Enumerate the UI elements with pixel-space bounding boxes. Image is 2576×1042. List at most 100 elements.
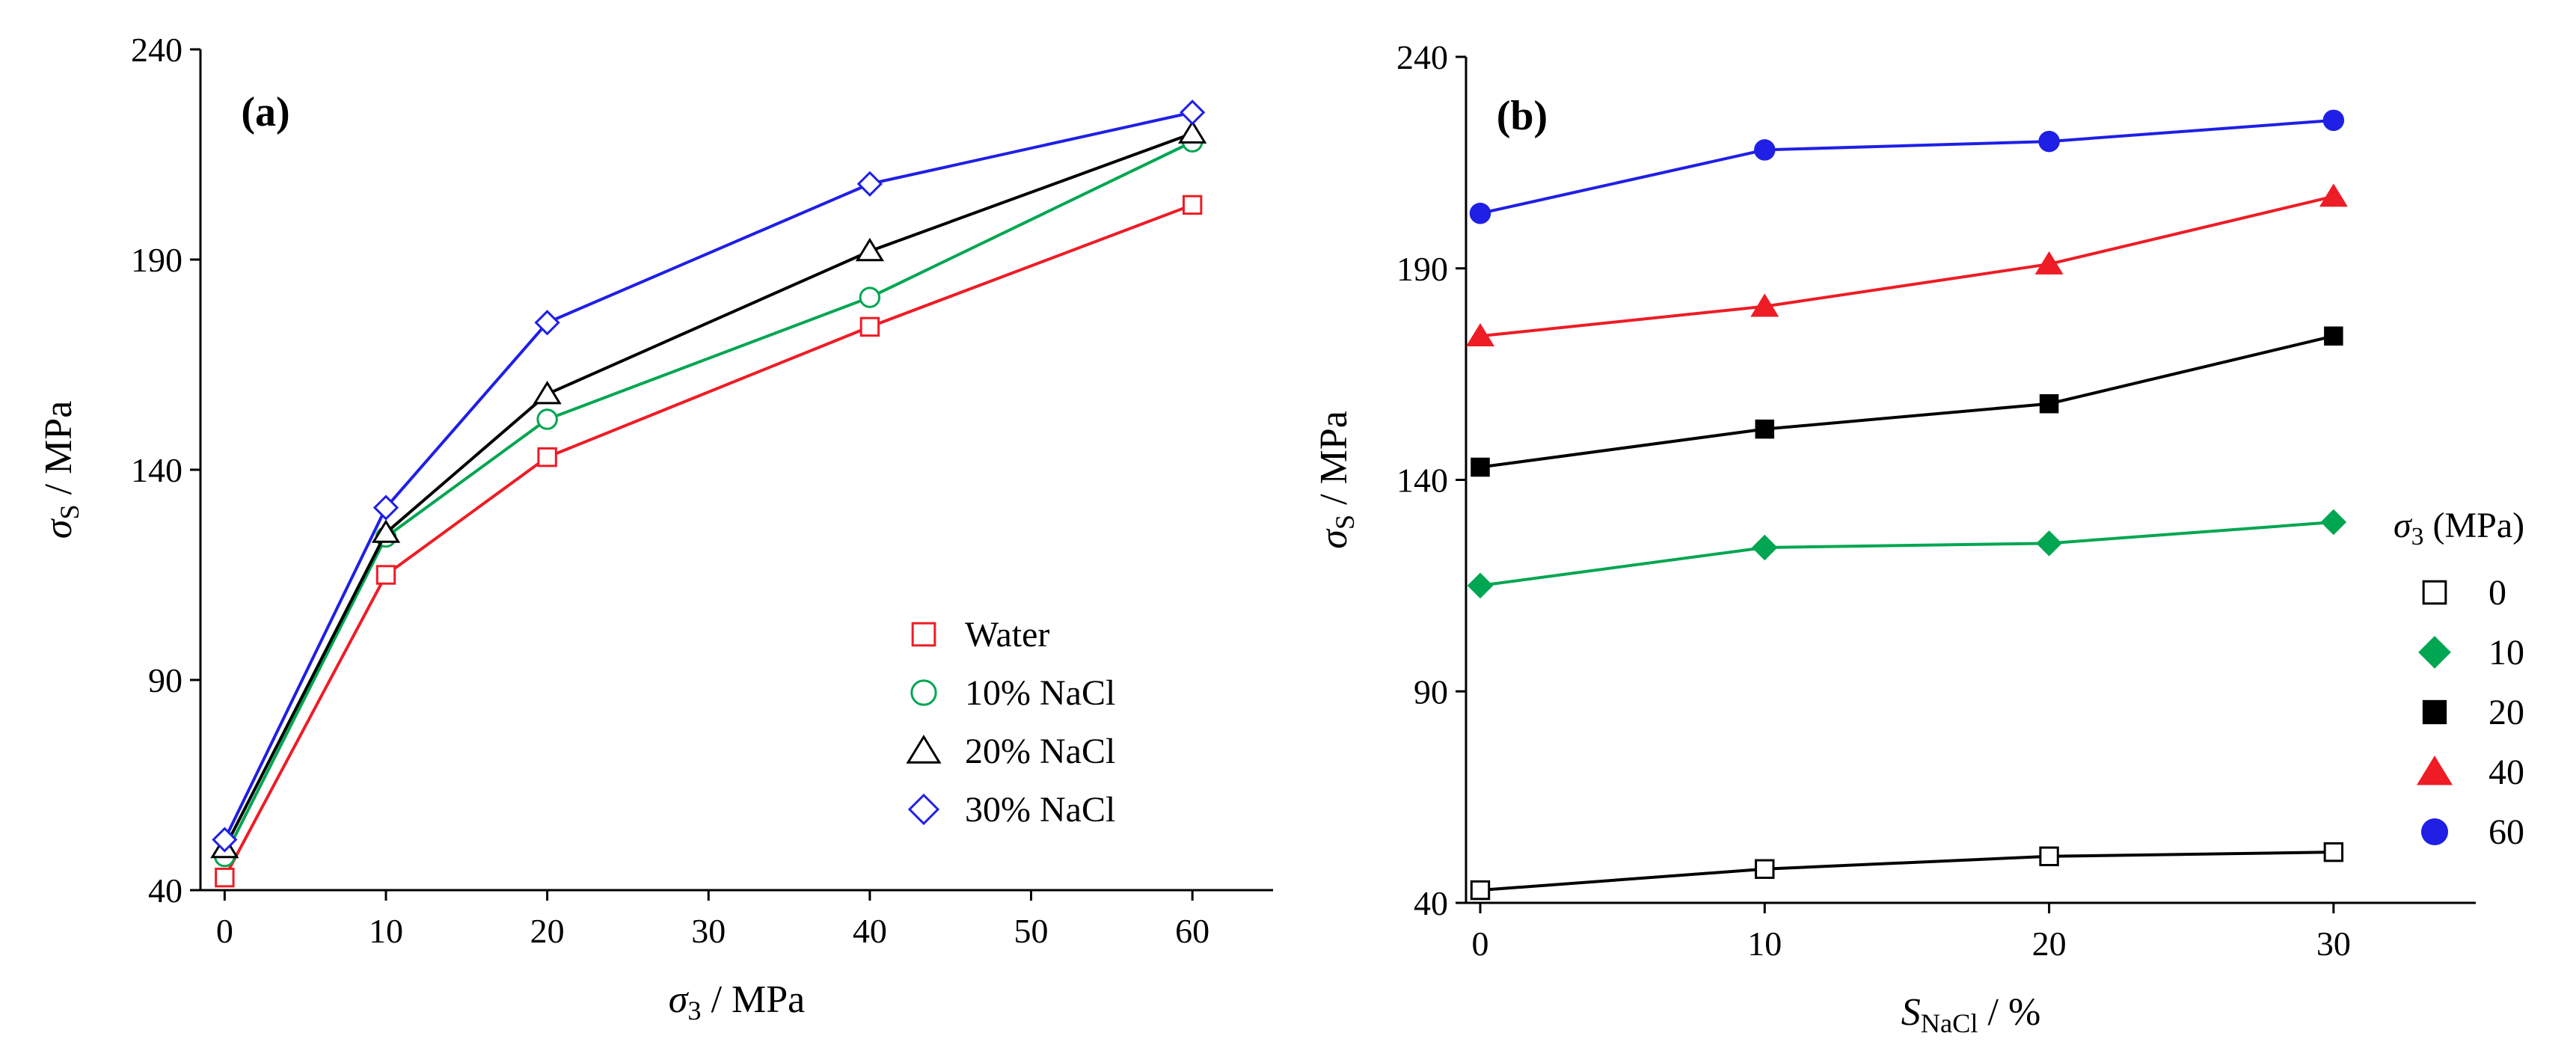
- data-point: [1752, 534, 1778, 561]
- data-point: [859, 316, 880, 337]
- series-line: [223, 111, 1193, 841]
- x-tick-label: 20: [530, 912, 565, 950]
- data-point: [1755, 419, 1775, 439]
- x-tick-label: 60: [1175, 912, 1209, 950]
- legend-label: 10% NaCl: [965, 673, 1115, 713]
- data-point: [372, 494, 399, 521]
- y-axis-title: σS / MPa: [1313, 411, 1360, 549]
- data-point: [215, 867, 235, 888]
- data-point: [1750, 293, 1779, 317]
- legend-label: 30% NaCl: [965, 790, 1115, 830]
- data-point: [856, 171, 883, 197]
- y-tick-label: 40: [1414, 884, 1448, 922]
- legend: Water 10% NaCl 20% NaCl 30% NaCl: [906, 615, 1115, 830]
- data-point: [2039, 846, 2059, 866]
- panel-label: (a): [241, 89, 289, 135]
- data-point: [2322, 109, 2345, 132]
- data-point: [2038, 130, 2060, 153]
- series-60: [1469, 109, 2345, 224]
- legend-label: 60: [2488, 812, 2524, 852]
- series-line: [1479, 194, 2334, 338]
- legend-label: 20% NaCl: [965, 732, 1115, 771]
- data-point: [2036, 530, 2062, 557]
- y-tick-label: 190: [131, 241, 183, 279]
- data-point: [859, 286, 881, 308]
- data-point: [212, 827, 238, 853]
- series-line: [1479, 851, 2334, 892]
- y-tick-label: 240: [131, 31, 183, 69]
- data-point: [1754, 139, 1776, 161]
- data-point: [2324, 326, 2343, 346]
- data-point: [1470, 880, 1491, 901]
- y-tick-label: 90: [148, 661, 183, 699]
- y-tick-label: 40: [148, 871, 183, 910]
- data-point: [2034, 251, 2064, 275]
- data-point: [1182, 194, 1203, 215]
- x-tick-label: 0: [1472, 925, 1489, 963]
- legend-marker: [2420, 818, 2449, 846]
- y-tick-label: 140: [131, 451, 183, 489]
- series-20: [1471, 326, 2343, 477]
- x-axis-title: σ3 / MPa: [669, 978, 806, 1026]
- data-point: [371, 519, 401, 543]
- y-tick-label: 240: [1396, 38, 1448, 76]
- data-point: [1471, 457, 1490, 477]
- x-tick-label: 30: [2316, 925, 2351, 963]
- series-line: [1479, 521, 2334, 587]
- data-point: [1180, 99, 1206, 126]
- y-tick-label: 190: [1396, 250, 1448, 288]
- series-water: [215, 194, 1203, 888]
- series-line: [1479, 118, 2334, 215]
- x-tick-label: 20: [2032, 925, 2067, 963]
- legend-label: 20: [2488, 693, 2524, 732]
- x-tick-label: 50: [1014, 912, 1049, 950]
- series-0: [1470, 842, 2344, 901]
- series-30-nacl: [212, 99, 1206, 853]
- data-point: [2319, 183, 2348, 207]
- legend-label: 0: [2488, 573, 2506, 613]
- data-point: [855, 237, 885, 262]
- x-tick-label: 10: [369, 912, 403, 950]
- panel-label: (b): [1497, 93, 1548, 139]
- data-point: [1466, 322, 1494, 347]
- data-point: [536, 408, 558, 430]
- legend-marker: [2422, 699, 2447, 725]
- y-tick-label: 90: [1414, 672, 1448, 711]
- data-point: [1178, 120, 1207, 144]
- legend-marker: [2416, 756, 2453, 785]
- x-tick-label: 30: [691, 912, 726, 950]
- legend: σ3 (MPa) 0 10 20 40 60: [2393, 506, 2524, 852]
- legend-marker: [911, 622, 936, 647]
- data-point: [2320, 509, 2347, 536]
- series-line: [1479, 334, 2334, 469]
- data-point: [1467, 572, 1494, 599]
- x-tick-label: 10: [1747, 925, 1782, 963]
- x-tick-label: 40: [853, 912, 887, 950]
- x-tick-label: 0: [216, 912, 233, 950]
- chart-panel-a: 40 90 140 190 240 0 10 20 30 40 50 60 σ3 / MPa σS / M…: [37, 31, 1273, 1026]
- legend-marker: [910, 679, 937, 706]
- x-axis-title: SNaCl / %: [1901, 991, 2041, 1038]
- data-point: [2323, 842, 2344, 862]
- legend-label: Water: [965, 615, 1049, 655]
- legend-label: 40: [2488, 753, 2524, 792]
- series-10: [1467, 509, 2347, 599]
- legend-marker: [2418, 636, 2451, 669]
- legend-marker: [906, 735, 942, 764]
- data-point: [534, 310, 560, 336]
- data-point: [375, 565, 396, 585]
- series-40: [1466, 183, 2348, 347]
- data-point: [537, 447, 557, 468]
- legend-marker: [2422, 580, 2447, 605]
- chart-panel-b: 40 90 140 190 240 0 10 20 30 SNaCl / % σS / MPa (b)…: [1313, 38, 2524, 1038]
- legend-title: σ3 (MPa): [2393, 506, 2524, 551]
- legend-label: 10: [2488, 633, 2524, 672]
- data-point: [1469, 202, 1491, 224]
- y-tick-label: 140: [1396, 462, 1448, 500]
- legend-marker: [907, 793, 940, 826]
- y-axis-title: σS / MPa: [37, 401, 85, 539]
- data-point: [1755, 859, 1775, 879]
- data-point: [2039, 393, 2059, 414]
- data-point: [533, 380, 562, 405]
